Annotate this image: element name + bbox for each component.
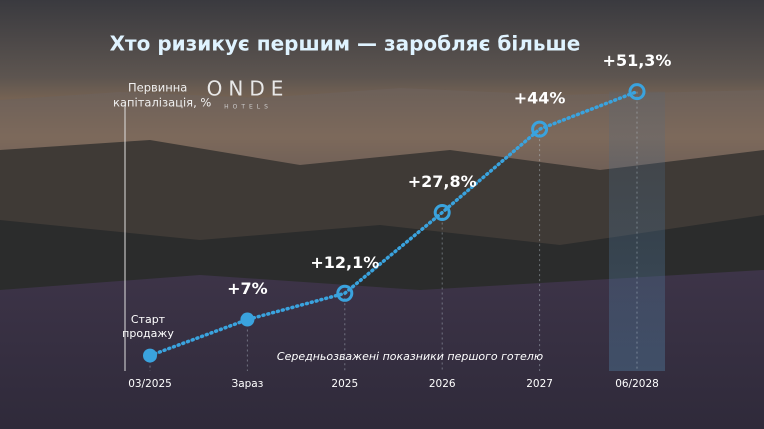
point	[143, 348, 157, 363]
chart-title: Хто ризикує першим — заробляє більше	[110, 32, 581, 56]
x-tick-label: Зараз	[231, 378, 263, 390]
data-label: +44%	[514, 89, 566, 108]
data-label: +12,1%	[310, 253, 379, 272]
data-label: +27,8%	[408, 172, 477, 191]
x-tick-label: 2027	[526, 378, 553, 390]
x-tick-label: 2026	[429, 378, 456, 390]
start-label: продажу	[122, 327, 174, 340]
y-axis-label: Первинна	[128, 81, 187, 95]
logo-sub: HOTELS	[224, 104, 272, 111]
x-tick-label: 06/2028	[615, 378, 659, 390]
highlight-column	[609, 91, 665, 372]
y-axis-label: капіталізація, %	[113, 96, 211, 110]
data-label: +7%	[227, 279, 268, 298]
logo: ONDE	[207, 77, 290, 101]
start-label: Старт	[131, 313, 166, 326]
point	[628, 83, 646, 101]
x-tick-label: 03/2025	[128, 378, 172, 390]
annotation: Середньозважені показники першого готелю	[277, 350, 543, 363]
point	[433, 204, 451, 222]
point	[336, 284, 354, 302]
series-line	[148, 89, 639, 358]
data-label: +51,3%	[603, 51, 672, 70]
point	[240, 312, 255, 327]
flowers	[0, 270, 764, 429]
x-tick-label: 2025	[331, 378, 358, 390]
point	[531, 120, 549, 138]
